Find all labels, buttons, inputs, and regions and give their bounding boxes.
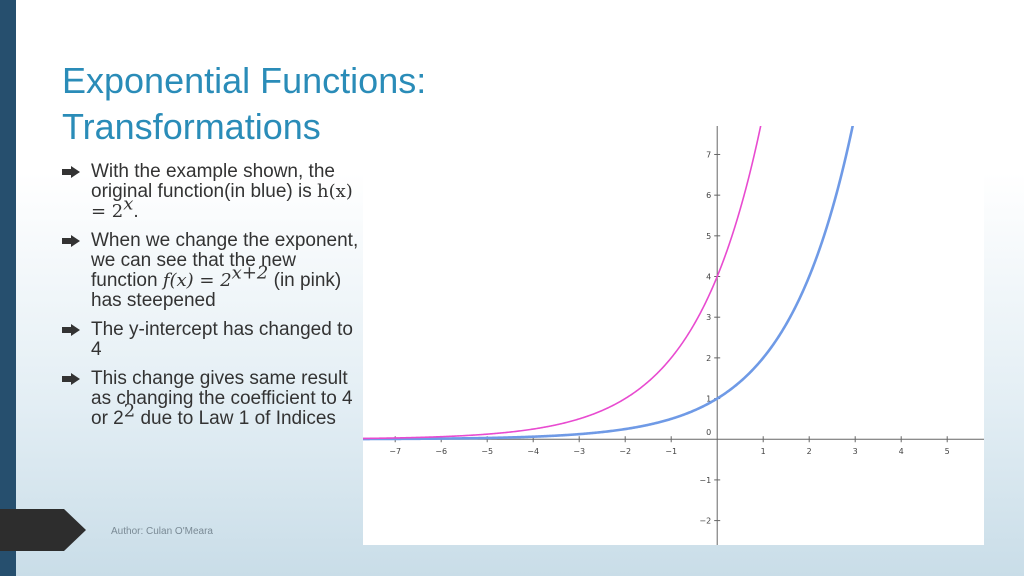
- bullet-2-end: (in pink) has steepened: [91, 270, 342, 311]
- y-tick-label: 2: [706, 354, 711, 363]
- pink-curve-f: [363, 126, 762, 440]
- x-tick-label: 3: [853, 447, 858, 456]
- y-tick-label: −2: [699, 517, 711, 526]
- y-tick-label: 6: [706, 191, 711, 200]
- y-tick-label: 7: [706, 150, 711, 159]
- x-tick-label: −2: [619, 447, 631, 456]
- origin-label: 0: [706, 428, 711, 437]
- y-tick-label: −1: [699, 476, 711, 485]
- bullet-1-text: With the example shown, the original fun…: [91, 161, 335, 202]
- bullet-2-math: f(x) = 2: [162, 270, 232, 291]
- arrow-bullet-icon: [62, 166, 80, 178]
- arrow-bullet-icon: [62, 324, 80, 336]
- y-tick-label: 3: [706, 313, 711, 322]
- graph-canvas: −7 −6 −5 −4 −3 −2 −1 1 2 3 4 5 −2 −1 1 2 3 4 5 6 7 0: [363, 126, 984, 545]
- x-tick-label: −4: [527, 447, 539, 456]
- bullet-list: With the example shown, the original fun…: [62, 162, 362, 438]
- x-tick-label: 2: [807, 447, 812, 456]
- blue-curve-h: [363, 126, 854, 441]
- y-tick-label: 5: [706, 232, 711, 241]
- bullet-item-1: With the example shown, the original fun…: [62, 162, 362, 222]
- arrow-bullet-icon: [62, 373, 80, 385]
- bullet-4-text: This change gives same result as changin…: [91, 368, 353, 429]
- slide-title: Exponential Functions: Transformations: [62, 58, 522, 150]
- title-line-1: Exponential Functions:: [62, 60, 427, 101]
- x-tick-label: −3: [573, 447, 585, 456]
- y-tick-label: 1: [706, 395, 711, 404]
- bullet-item-3: The y-intercept has changed to 4: [62, 320, 362, 360]
- x-tick-label: 1: [761, 447, 766, 456]
- bullet-item-4: This change gives same result as changin…: [62, 369, 362, 429]
- x-tick-label: 4: [899, 447, 904, 456]
- x-tick-label: −1: [665, 447, 677, 456]
- bullet-4-exponent: 2: [123, 400, 136, 422]
- bullet-item-2: When we change the exponent, we can see …: [62, 231, 362, 311]
- function-graph: −7 −6 −5 −4 −3 −2 −1 1 2 3 4 5 −2 −1 1 2 3 4 5 6 7 0: [363, 126, 984, 545]
- x-tick-label: −5: [481, 447, 493, 456]
- y-tick-label: 4: [706, 273, 711, 282]
- bullet-1-exponent: x: [123, 193, 134, 215]
- x-tick-label: −6: [435, 447, 447, 456]
- author-credit: Author: Culan O'Meara: [111, 526, 213, 537]
- x-tick-label: −7: [389, 447, 401, 456]
- bullet-1-math: h(x) = 2: [91, 181, 353, 222]
- arrow-bullet-icon: [62, 235, 80, 247]
- left-accent-bar: [0, 0, 16, 576]
- bullet-2-exponent: x+2: [231, 262, 269, 284]
- bullet-4-end: due to Law 1 of Indices: [135, 408, 336, 429]
- title-line-2: Transformations: [62, 106, 321, 147]
- bullet-3-text: The y-intercept has changed to 4: [91, 319, 353, 360]
- bullet-2-text: When we change the exponent, we can see …: [91, 230, 359, 291]
- footer-tab-shape: [0, 509, 86, 551]
- x-tick-label: 5: [945, 447, 950, 456]
- bullet-1-end: .: [133, 201, 139, 222]
